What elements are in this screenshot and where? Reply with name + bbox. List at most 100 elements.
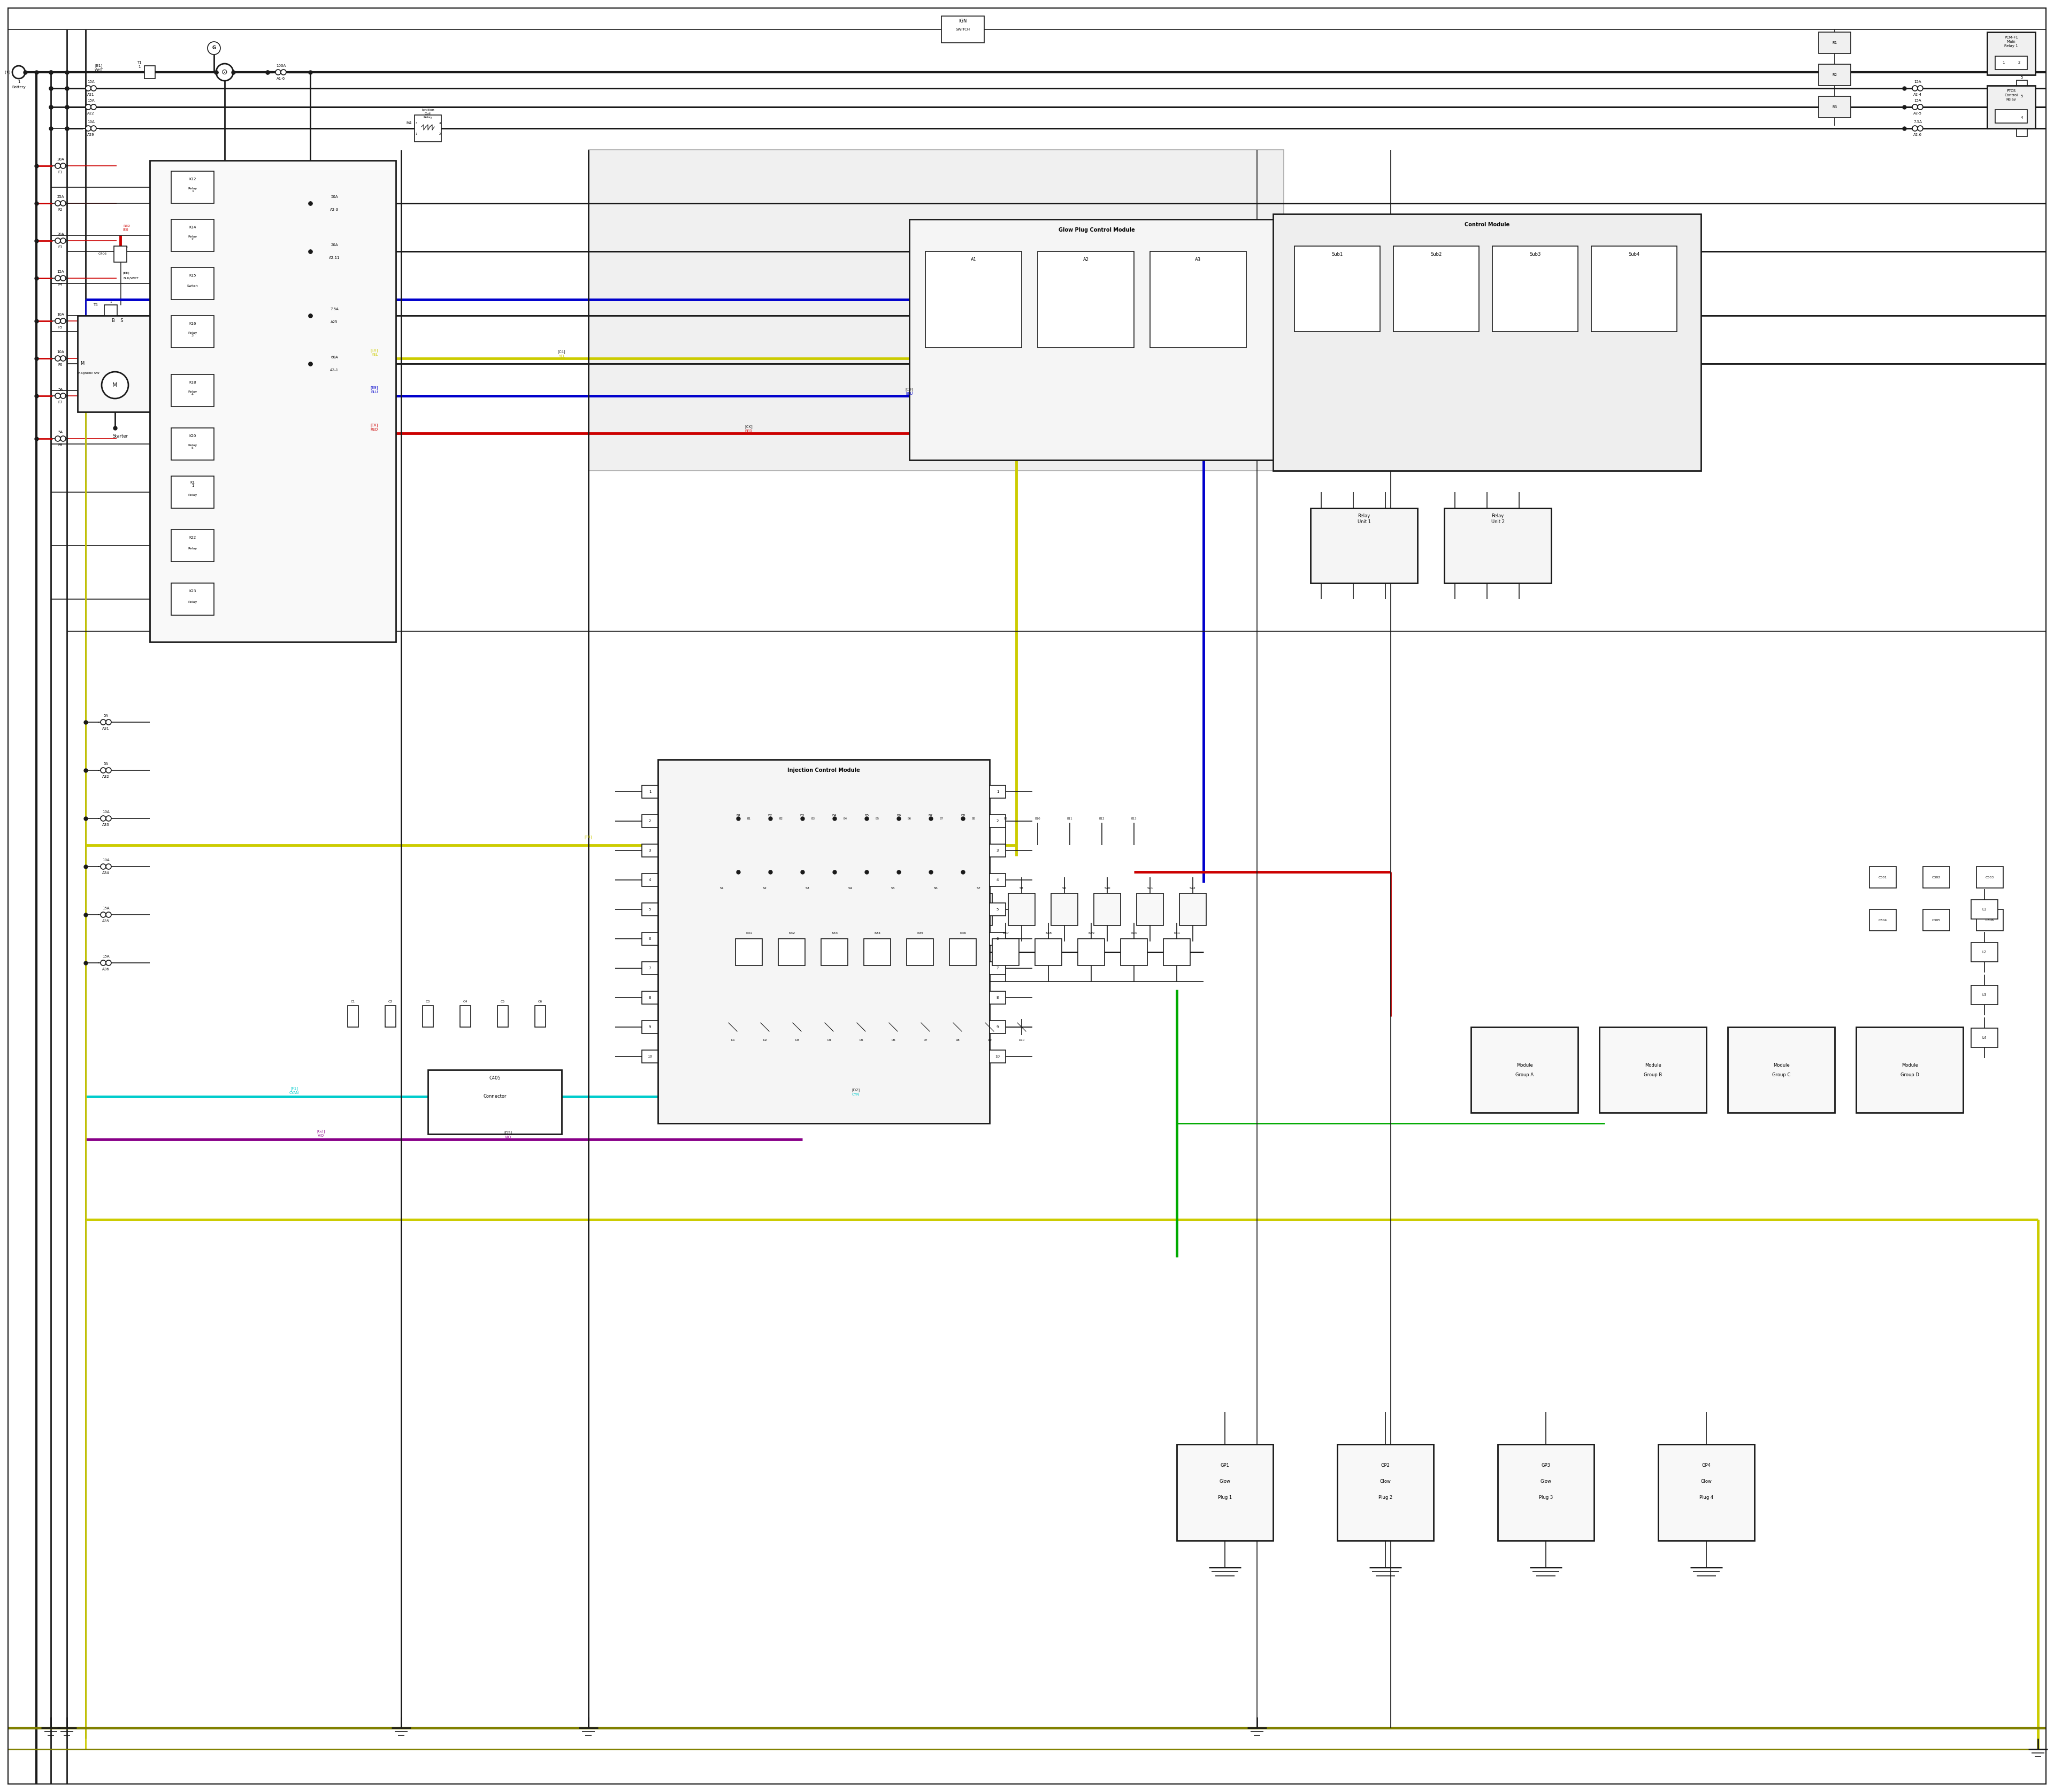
Text: L3: L3	[1982, 993, 1986, 996]
Circle shape	[1918, 86, 1923, 91]
Text: 3: 3	[996, 849, 998, 853]
Text: YEL: YEL	[559, 355, 565, 358]
Text: 2: 2	[2019, 61, 2021, 65]
Text: K38: K38	[1045, 932, 1052, 935]
Bar	[922, 894, 949, 925]
Bar	[955, 819, 972, 873]
Text: Control: Control	[2005, 93, 2017, 97]
Text: R3: R3	[1832, 106, 1836, 109]
Bar	[838, 894, 865, 925]
Text: 7.5A: 7.5A	[1914, 120, 1923, 124]
Text: Sub4: Sub4	[1629, 251, 1639, 256]
Text: Module: Module	[1645, 1063, 1662, 1068]
Bar	[778, 939, 805, 966]
Circle shape	[60, 357, 66, 360]
Bar	[1818, 32, 1851, 54]
Bar	[1035, 939, 1062, 966]
Bar	[1972, 900, 1999, 919]
Bar	[926, 251, 1021, 348]
Circle shape	[55, 201, 60, 206]
Bar	[170, 267, 214, 299]
Text: 15A: 15A	[86, 81, 94, 84]
Circle shape	[101, 912, 107, 918]
Text: A1: A1	[972, 256, 976, 262]
Text: K40: K40	[1132, 932, 1138, 935]
Text: L2: L2	[1982, 950, 1986, 953]
Text: PCM-F1: PCM-F1	[2005, 36, 2019, 39]
Text: [E1]: [E1]	[94, 65, 103, 68]
Bar	[795, 894, 822, 925]
Text: 50A: 50A	[331, 195, 339, 199]
Bar	[990, 991, 1006, 1004]
Text: K16: K16	[189, 323, 197, 324]
Text: S9: S9	[1062, 887, 1066, 889]
Text: 10: 10	[996, 1055, 1000, 1057]
Text: 1: 1	[18, 81, 21, 84]
Text: A2: A2	[1082, 256, 1089, 262]
Circle shape	[55, 276, 60, 281]
Text: Relay 1: Relay 1	[2005, 45, 2019, 48]
Text: 8: 8	[649, 996, 651, 1000]
Text: Starter: Starter	[113, 434, 127, 439]
Bar	[990, 1021, 1006, 1034]
Text: Switch: Switch	[187, 285, 197, 287]
Text: K33: K33	[832, 932, 838, 935]
Circle shape	[335, 360, 339, 366]
Text: B13: B13	[1132, 817, 1136, 819]
Text: K14: K14	[189, 226, 195, 229]
Bar	[1600, 1027, 1707, 1113]
Text: 5A: 5A	[103, 762, 109, 765]
Bar	[1869, 909, 1896, 930]
Text: Relay: Relay	[189, 493, 197, 496]
Text: Group C: Group C	[1773, 1073, 1791, 1077]
Text: K12: K12	[189, 177, 195, 181]
Bar	[641, 903, 657, 916]
Text: Magnetic SW: Magnetic SW	[78, 373, 99, 375]
Text: 8: 8	[996, 996, 998, 1000]
Text: S1: S1	[721, 887, 725, 889]
Text: 6: 6	[649, 937, 651, 941]
Text: B8: B8	[961, 814, 965, 817]
Bar	[78, 315, 158, 412]
Circle shape	[101, 767, 107, 772]
Bar	[1658, 1444, 1754, 1541]
Bar	[752, 894, 778, 925]
Text: 6: 6	[996, 937, 998, 941]
Text: 5A: 5A	[58, 430, 64, 434]
Text: 15A: 15A	[103, 907, 109, 910]
Bar	[347, 1005, 357, 1027]
Text: 4: 4	[996, 878, 998, 882]
Text: A3: A3	[1195, 256, 1202, 262]
Text: C405: C405	[489, 1075, 501, 1081]
Text: VIO: VIO	[505, 1136, 511, 1140]
Circle shape	[329, 314, 335, 319]
Bar	[709, 894, 735, 925]
Bar	[1986, 86, 2036, 129]
Bar	[990, 844, 1006, 857]
Circle shape	[101, 864, 107, 869]
Bar	[423, 1005, 433, 1027]
Text: SWITCH: SWITCH	[955, 29, 969, 30]
Text: Relay: Relay	[189, 547, 197, 550]
Bar	[641, 962, 657, 975]
Circle shape	[60, 392, 66, 398]
Text: B12: B12	[1099, 817, 1105, 819]
Text: [EE]: [EE]	[123, 271, 129, 274]
Text: K37: K37	[1002, 932, 1009, 935]
Text: S7: S7	[978, 887, 982, 889]
Text: B3: B3	[811, 817, 815, 819]
Text: Sub2: Sub2	[1430, 251, 1442, 256]
Bar	[1136, 894, 1163, 925]
Bar	[1009, 894, 1035, 925]
Text: Relay
Unit 1: Relay Unit 1	[1358, 514, 1370, 523]
Text: [G2]: [G2]	[316, 1129, 325, 1133]
Circle shape	[60, 276, 66, 281]
Bar	[170, 172, 214, 202]
Text: R2: R2	[1832, 73, 1836, 77]
Text: 9: 9	[649, 1025, 651, 1029]
Text: C302: C302	[1933, 876, 1941, 878]
Circle shape	[12, 66, 25, 79]
Bar	[641, 815, 657, 828]
Text: 15A: 15A	[58, 271, 64, 274]
Text: A2-1: A2-1	[331, 369, 339, 371]
